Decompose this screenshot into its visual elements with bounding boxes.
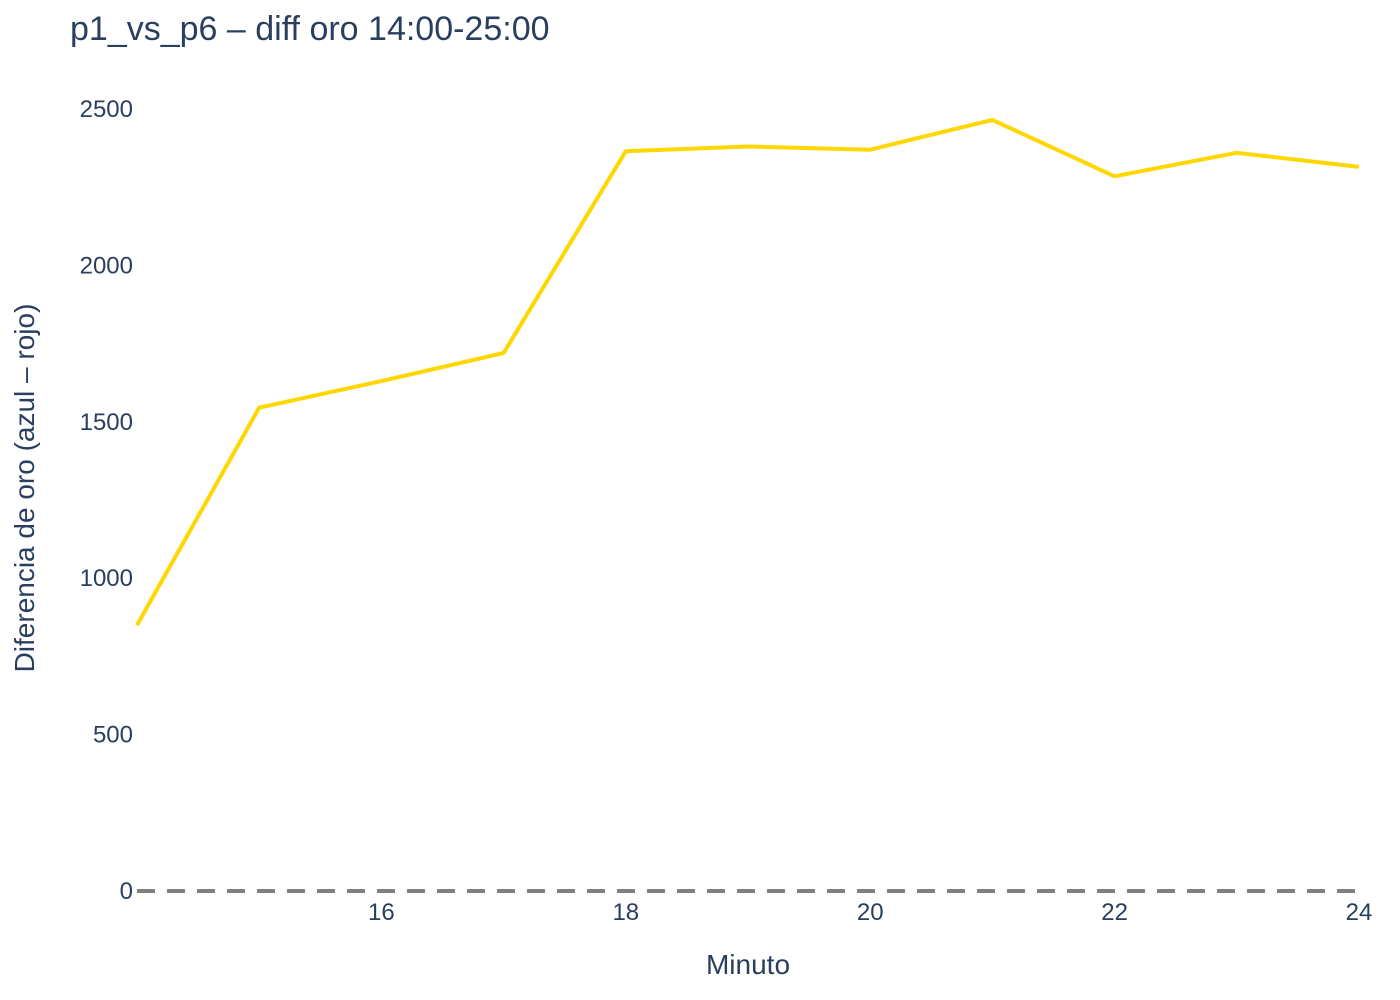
x-tick-label: 24 [1346,899,1373,926]
y-tick-label: 1500 [80,409,133,436]
x-tick-label: 20 [857,899,884,926]
gold-diff-series-line [135,117,1360,627]
y-tick-label: 2500 [80,96,133,123]
chart-title: p1_vs_p6 – diff oro 14:00-25:00 [70,10,550,48]
x-axis-ticks: 16 18 20 22 24 [368,899,1372,926]
x-tick-label: 22 [1101,899,1128,926]
y-tick-label: 500 [93,722,133,749]
y-axis-title: Diferencia de oro (azul – rojo) [9,304,40,673]
y-tick-label: 2000 [80,252,133,279]
y-tick-label: 0 [120,878,133,905]
y-axis-ticks: 0 500 1000 1500 2000 2500 [80,96,133,905]
x-tick-label: 16 [368,899,395,926]
x-tick-label: 18 [612,899,639,926]
y-tick-label: 1000 [80,565,133,592]
x-axis-title: Minuto [706,949,790,980]
